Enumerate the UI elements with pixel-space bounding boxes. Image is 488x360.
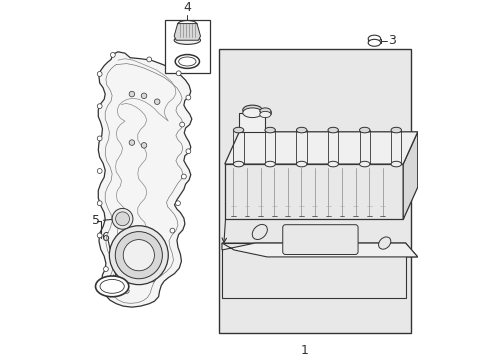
Ellipse shape — [174, 36, 200, 44]
Ellipse shape — [242, 105, 262, 115]
Ellipse shape — [95, 276, 128, 297]
Ellipse shape — [178, 57, 196, 66]
Text: 5: 5 — [92, 214, 100, 227]
Ellipse shape — [97, 233, 102, 238]
Ellipse shape — [175, 55, 199, 68]
Ellipse shape — [115, 212, 129, 226]
Ellipse shape — [367, 35, 380, 42]
Text: 2: 2 — [223, 180, 231, 193]
Ellipse shape — [327, 161, 338, 167]
Ellipse shape — [233, 127, 244, 133]
Ellipse shape — [327, 127, 338, 133]
Ellipse shape — [367, 39, 380, 46]
Ellipse shape — [233, 161, 244, 167]
Ellipse shape — [115, 231, 162, 279]
Ellipse shape — [359, 127, 369, 133]
Ellipse shape — [100, 279, 124, 293]
Bar — [218, 49, 410, 333]
Ellipse shape — [150, 277, 155, 282]
Ellipse shape — [264, 127, 275, 133]
Text: 4: 4 — [183, 1, 191, 14]
Ellipse shape — [97, 168, 102, 174]
Ellipse shape — [390, 127, 401, 133]
Ellipse shape — [378, 237, 390, 249]
Ellipse shape — [181, 174, 186, 179]
Ellipse shape — [97, 136, 102, 141]
Ellipse shape — [103, 267, 108, 271]
Ellipse shape — [185, 95, 190, 100]
Ellipse shape — [129, 91, 134, 97]
Ellipse shape — [242, 108, 262, 118]
Ellipse shape — [296, 127, 306, 133]
Ellipse shape — [154, 99, 160, 104]
Ellipse shape — [170, 228, 175, 233]
Ellipse shape — [124, 288, 129, 293]
Ellipse shape — [129, 140, 134, 145]
Bar — [164, 19, 209, 73]
Ellipse shape — [97, 201, 102, 206]
Ellipse shape — [252, 224, 267, 239]
Ellipse shape — [176, 71, 181, 76]
Ellipse shape — [390, 161, 401, 167]
Polygon shape — [224, 132, 417, 164]
Ellipse shape — [259, 108, 270, 114]
FancyBboxPatch shape — [282, 225, 357, 255]
Ellipse shape — [264, 161, 275, 167]
Polygon shape — [222, 243, 417, 257]
Ellipse shape — [259, 111, 270, 118]
Text: 3: 3 — [387, 34, 395, 47]
Ellipse shape — [162, 255, 166, 259]
Polygon shape — [174, 24, 200, 40]
Polygon shape — [222, 243, 405, 298]
Polygon shape — [239, 113, 265, 132]
Text: 1: 1 — [301, 343, 308, 356]
Ellipse shape — [97, 72, 102, 76]
Ellipse shape — [185, 149, 190, 154]
Polygon shape — [222, 243, 417, 257]
Ellipse shape — [141, 93, 146, 99]
Ellipse shape — [175, 201, 180, 206]
Text: 6: 6 — [101, 231, 108, 244]
Ellipse shape — [123, 240, 154, 271]
Ellipse shape — [180, 122, 184, 127]
Ellipse shape — [97, 104, 102, 109]
Ellipse shape — [141, 143, 146, 148]
Ellipse shape — [109, 226, 168, 285]
Polygon shape — [403, 132, 417, 220]
Ellipse shape — [110, 53, 115, 57]
Ellipse shape — [296, 161, 306, 167]
Polygon shape — [224, 164, 403, 220]
Ellipse shape — [359, 161, 369, 167]
Ellipse shape — [146, 57, 151, 62]
Ellipse shape — [112, 208, 133, 229]
Polygon shape — [98, 52, 191, 307]
